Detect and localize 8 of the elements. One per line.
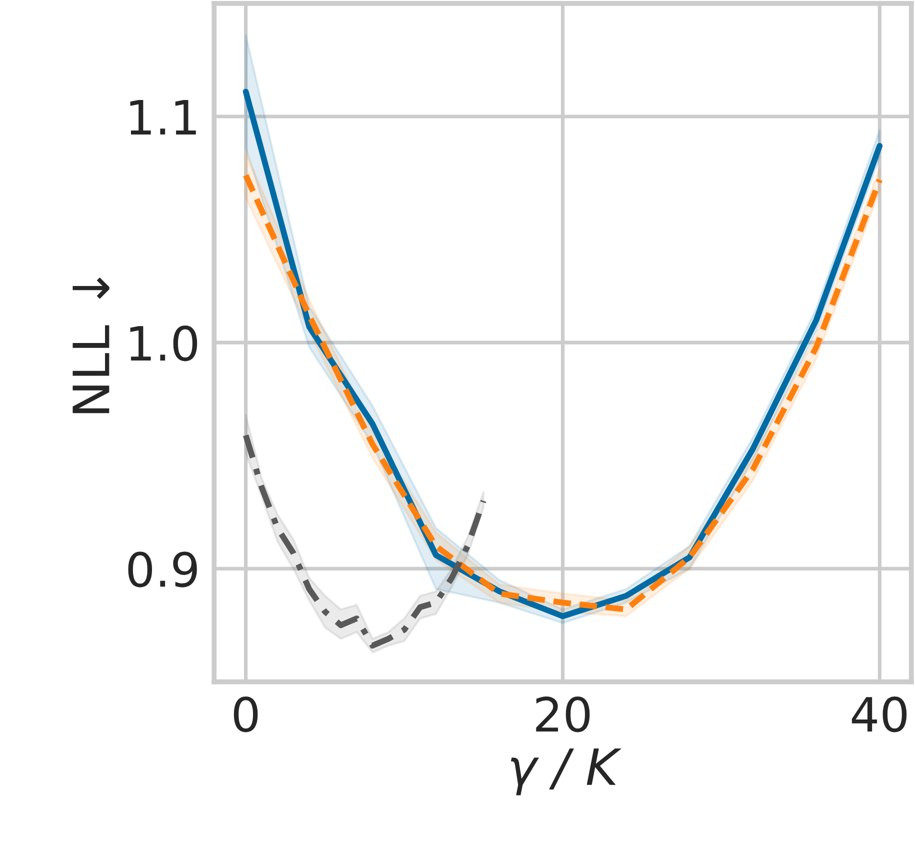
x-axis-title: γ / K [510,748,622,796]
y-tick-label: 0.9 [128,552,197,588]
x-tick-label: 20 [536,696,590,732]
y-tick-label: 1.0 [130,326,198,362]
x-tick-label: 40 [852,696,907,732]
y-tick-label: 1.1 [130,100,196,134]
y-axis-title: NLL ↓ [72,277,110,414]
x-tick-label: 0 [234,696,258,732]
